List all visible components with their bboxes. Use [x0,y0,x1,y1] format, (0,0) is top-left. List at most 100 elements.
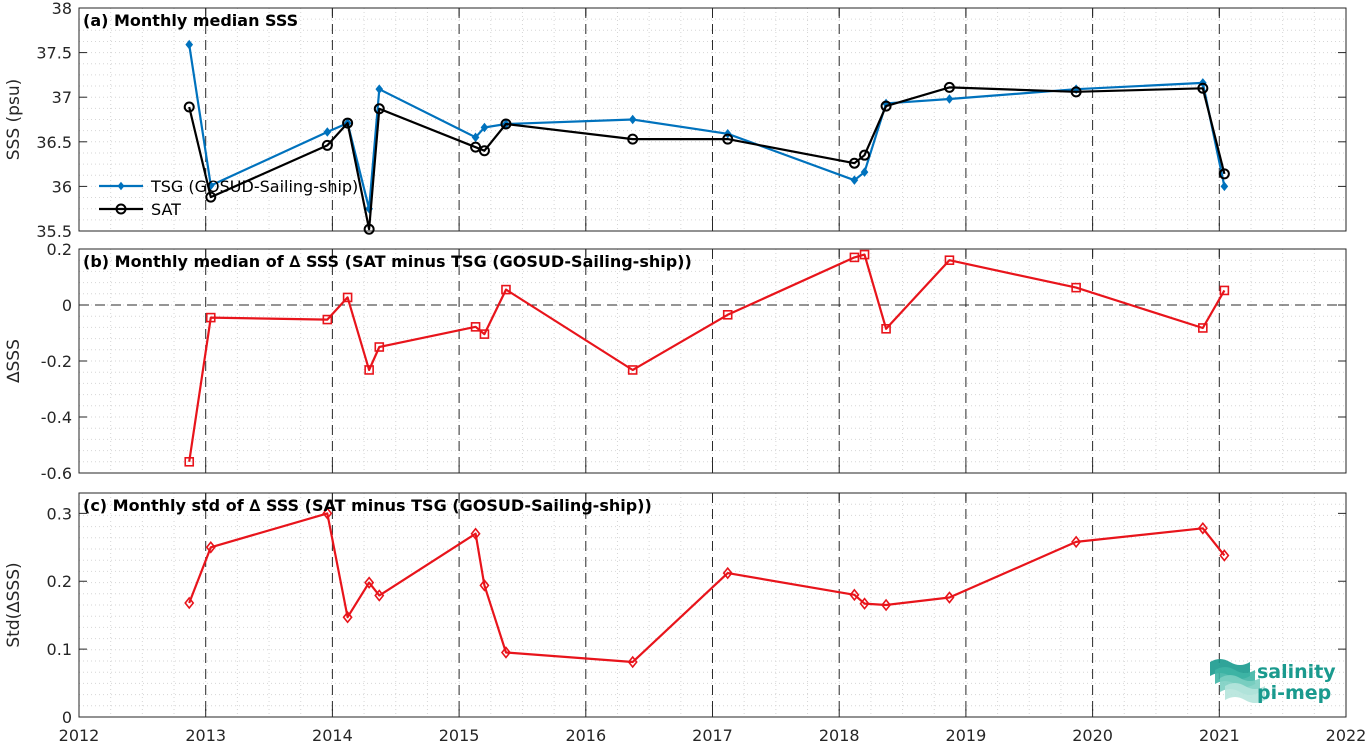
data-point [470,527,481,541]
data-point [628,114,637,125]
series-line [188,512,1226,664]
data-point [184,596,195,610]
data-point [342,292,353,303]
logo-wave-icon [1225,683,1265,703]
data-point [1071,535,1082,549]
legend-marker-sat [115,203,127,215]
y-tick-label: 37.5 [36,44,72,63]
data-point [374,342,385,352]
y-tick-label: 35.5 [36,222,72,241]
y-tick-label: -0.2 [41,352,72,371]
data-point [860,167,869,177]
series-2 [183,81,1230,235]
year-lines [205,249,1220,473]
data-point [184,456,195,467]
data-point [500,646,512,659]
data-point [185,39,194,50]
data-point [848,157,860,169]
data-point [627,133,639,145]
data-point [471,132,480,143]
data-point [205,191,217,203]
data-point [859,597,870,610]
data-point [374,589,385,602]
data-point [1070,86,1082,98]
data-point [342,117,354,129]
data-point [363,223,375,235]
series-1 [184,249,1230,467]
data-point [480,122,489,133]
y-tick-label: 0.1 [47,640,72,659]
y-tick-label: 0 [62,296,72,315]
data-point [323,127,332,137]
data-point [881,598,892,612]
legend: TSG (GOSUD-Sailing-ship) SAT [99,177,358,219]
logo-text-salinity: salinity [1257,661,1336,683]
data-point [850,175,859,185]
y-tick-label: 0 [62,708,72,727]
data-point [849,252,860,263]
data-point [627,655,638,669]
data-point [342,610,353,624]
panel-title: (a) Monthly median SSS [83,11,298,30]
data-point [183,101,195,113]
data-point [1219,549,1230,562]
logo-text-pimep: pi-mep [1257,682,1331,704]
x-tick-label: 2012 [59,726,100,745]
data-point [373,103,385,115]
legend-label-sat: SAT [151,200,181,219]
data-point [945,94,954,104]
data-point [375,84,384,94]
data-point [1220,181,1229,192]
x-tick-label: 2022 [1326,726,1367,745]
data-point [944,591,955,604]
data-point [364,576,375,589]
legend-label-tsg: TSG (GOSUD-Sailing-ship) [150,177,358,196]
panel-2: -0.6 -0.4 -0.2 0 0.2 ∆SSS (b) Monthly median o… [4,240,1347,483]
y-tick-label: -0.6 [41,464,72,483]
data-point [944,255,955,266]
data-point [479,579,490,592]
data-point [722,309,733,320]
y-tick-label: 0.3 [47,504,72,523]
data-point [880,100,892,112]
data-point [849,588,860,602]
y-axis-label: Std(∆SSS) [4,562,24,647]
panel-title: (b) Monthly median of ∆ SSS (SAT minus T… [83,252,692,271]
x-tick-label: 2017 [692,726,733,745]
data-point [943,81,955,93]
y-tick-label: 36.5 [36,133,72,152]
x-tick-label: 2020 [1072,726,1113,745]
x-tick-label: 2013 [185,726,226,745]
y-axis-label: SSS (psu) [4,79,24,160]
data-point [470,141,482,153]
data-point [1071,282,1081,293]
data-point [501,284,511,295]
data-point [627,365,638,375]
x-tick-label: 2021 [1199,726,1240,745]
data-point [470,322,481,332]
data-point [881,323,891,334]
data-point [859,149,871,161]
x-tick-label: 2018 [819,726,860,745]
y-tick-label: 37 [52,88,72,107]
data-point [1197,82,1209,94]
data-point [722,133,734,145]
data-point [206,180,215,191]
data-point [205,541,216,554]
y-tick-label: 0.2 [47,572,72,591]
year-lines [205,8,1220,231]
y-tick-label: 0.2 [47,240,72,259]
data-point [1219,285,1230,296]
data-point [479,329,490,339]
legend-marker-tsg [117,181,125,191]
panel-1: 35.5 36 36.5 37 37.5 38 SSS (psu) (a) Monthly m… [4,0,1347,241]
data-point [205,312,216,323]
data-point [322,507,333,520]
x-tick-label: 2019 [946,726,987,745]
series-1 [184,507,1230,669]
y-tick-label: 38 [52,0,72,18]
data-point [859,249,870,260]
x-tick-label: 2014 [312,726,353,745]
